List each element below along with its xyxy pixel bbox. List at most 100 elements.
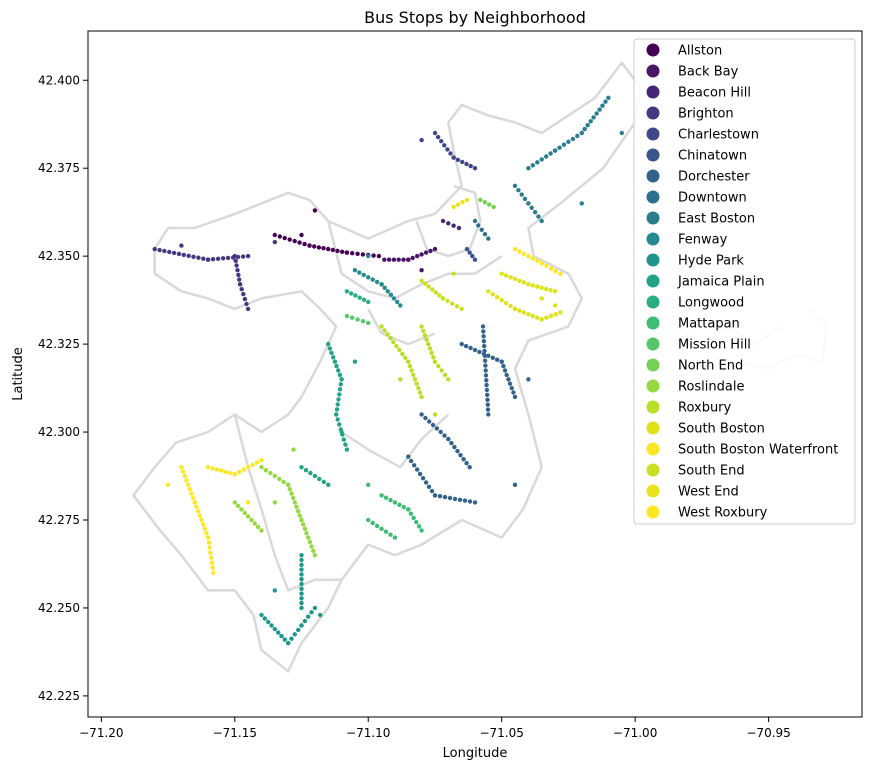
bus-stop-roxbury-1 bbox=[382, 328, 387, 333]
bus-stop-brighton-28 bbox=[237, 282, 243, 287]
bus-stop-dorchester-53 bbox=[472, 500, 478, 505]
bus-stop-dorchester-31 bbox=[485, 397, 490, 402]
bus-stop-west-roxbury-36 bbox=[245, 465, 251, 470]
boundary-line-4 bbox=[415, 184, 482, 258]
bus-stop-south-boston-32 bbox=[552, 289, 558, 294]
chart-title: Bus Stops by Neighborhood bbox=[364, 8, 586, 27]
bus-stop-mattapan-11 bbox=[416, 524, 422, 529]
bus-stop-west-end-3 bbox=[464, 197, 470, 203]
bus-stop-brighton-25 bbox=[236, 272, 241, 278]
bus-stop-chinatown-1 bbox=[467, 250, 472, 255]
bus-stop-south-boston-14 bbox=[539, 317, 544, 322]
stops-roxbury bbox=[379, 324, 451, 417]
bus-stop-dorchester-28 bbox=[484, 382, 489, 388]
bus-stop-west-roxbury-10 bbox=[194, 504, 199, 509]
bus-stop-jamaica-plain-15 bbox=[334, 407, 340, 412]
bus-stop-dorchester-74 bbox=[512, 482, 518, 487]
bus-stop-allston-20 bbox=[360, 252, 366, 257]
bus-stop-south-boston-2 bbox=[495, 295, 500, 300]
bus-stop-east-boston-31 bbox=[532, 210, 538, 215]
bus-stop-roslindale-30 bbox=[249, 517, 254, 523]
bus-stop-mission-hill-2 bbox=[355, 317, 360, 322]
bus-stop-hyde-park-19 bbox=[299, 553, 304, 558]
bus-stop-dorchester-12 bbox=[458, 453, 463, 458]
bus-stop-hyde-park-20 bbox=[299, 557, 304, 563]
bus-stop-jamaica-plain-3 bbox=[331, 355, 336, 360]
boundary-line-2 bbox=[340, 413, 450, 469]
bus-stop-south-boston-waterfront-1 bbox=[517, 249, 522, 254]
stops-north-end bbox=[478, 197, 496, 210]
bus-stop-south-boston-12 bbox=[535, 315, 540, 320]
bus-stop-allston-5 bbox=[297, 240, 302, 245]
bus-stop-brighton-0 bbox=[152, 246, 157, 252]
bus-stop-west-roxbury-1 bbox=[180, 469, 186, 474]
bus-stop-downtown-0 bbox=[472, 218, 478, 224]
bus-stop-jamaica-plain-29 bbox=[317, 476, 322, 482]
x-axis-label: Longitude bbox=[443, 746, 508, 761]
bus-stop-south-boston-10 bbox=[526, 312, 531, 317]
bus-stop-jamaica-plain-32 bbox=[352, 359, 358, 364]
bus-stop-dorchester-11 bbox=[455, 448, 460, 454]
bus-stop-roslindale-19 bbox=[304, 531, 309, 536]
bus-stop-south-end-1 bbox=[423, 281, 428, 286]
bus-stop-dorchester-71 bbox=[511, 390, 516, 395]
bus-stop-roslindale-21 bbox=[307, 539, 313, 545]
bus-stop-roxbury-12 bbox=[409, 368, 414, 373]
bus-stop-dorchester-35 bbox=[406, 454, 411, 459]
bus-stop-mattapan-8 bbox=[408, 511, 414, 516]
bus-stop-roslindale-32 bbox=[255, 524, 261, 530]
bus-stop-roxbury-16 bbox=[416, 385, 421, 391]
bus-stop-fenway-12 bbox=[395, 299, 400, 305]
bus-stop-mattapan-17 bbox=[383, 529, 389, 534]
bus-stop-hyde-park-17 bbox=[309, 610, 314, 615]
bus-stop-roxbury-26 bbox=[431, 355, 436, 360]
bus-stop-dorchester-38 bbox=[415, 467, 420, 472]
bus-stop-south-boston-waterfront-10 bbox=[553, 268, 558, 274]
bus-stop-fenway-4 bbox=[370, 277, 375, 282]
bus-stop-back-bay-2 bbox=[391, 257, 397, 262]
bus-stop-allston-0 bbox=[272, 232, 277, 238]
bus-stop-dorchester-10 bbox=[452, 444, 457, 450]
bus-stop-roslindale-34 bbox=[291, 447, 296, 452]
bus-stop-fenway-8 bbox=[382, 285, 387, 290]
bus-stop-west-roxbury-40 bbox=[165, 482, 171, 487]
bus-stop-hyde-park-10 bbox=[289, 636, 294, 641]
bus-stop-dorchester-26 bbox=[483, 373, 489, 378]
bus-stop-west-roxbury-24 bbox=[210, 565, 215, 570]
bus-stop-south-boston-11 bbox=[530, 313, 535, 319]
bus-stop-roxbury-22 bbox=[424, 337, 429, 342]
bus-stop-east-boston-29 bbox=[526, 201, 531, 206]
bus-stop-roxbury-7 bbox=[400, 351, 405, 357]
bus-stop-mattapan-0 bbox=[379, 493, 384, 498]
bus-stop-south-boston-17 bbox=[553, 312, 558, 317]
bus-stop-dorchester-58 bbox=[477, 349, 482, 355]
bus-stop-dorchester-59 bbox=[481, 351, 487, 357]
bus-stop-south-boston-26 bbox=[526, 282, 531, 287]
bus-stop-dorchester-1 bbox=[423, 415, 428, 421]
bus-stop-west-roxbury-21 bbox=[208, 550, 213, 555]
bus-stop-dorchester-16 bbox=[480, 324, 486, 329]
stops-south-end bbox=[419, 271, 464, 312]
bus-stop-roxbury-0 bbox=[379, 324, 384, 329]
legend-item-back-bay: Back Bay bbox=[646, 64, 739, 80]
legend-item-beacon-hill: Beacon Hill bbox=[646, 85, 751, 101]
bus-stop-roxbury-8 bbox=[403, 355, 408, 360]
bus-stop-roslindale-10 bbox=[291, 495, 296, 501]
bus-stop-roslindale-7 bbox=[286, 482, 291, 487]
bus-stop-beacon-hill-2 bbox=[451, 223, 456, 228]
stops-beacon-hill bbox=[440, 218, 462, 231]
legend-item-south-boston: South Boston bbox=[646, 421, 765, 437]
bus-stop-downtown-4 bbox=[486, 236, 491, 241]
bus-stop-south-boston-16 bbox=[548, 313, 554, 319]
bus-stop-fenway-2 bbox=[361, 272, 366, 278]
bus-stop-roslindale-29 bbox=[245, 514, 251, 519]
bus-stop-dorchester-62 bbox=[495, 357, 500, 362]
bus-stop-jamaica-plain-31 bbox=[326, 482, 331, 487]
bus-stop-dorchester-73 bbox=[526, 377, 531, 382]
stops-hyde-park bbox=[259, 553, 323, 646]
legend-item-east-boston: East Boston bbox=[646, 211, 755, 227]
bus-stop-mattapan-9 bbox=[411, 515, 416, 521]
bus-stop-east-boston-27 bbox=[522, 196, 528, 202]
legend-label-west-end: West End bbox=[678, 485, 739, 500]
bus-stop-jamaica-plain-27 bbox=[308, 470, 313, 476]
